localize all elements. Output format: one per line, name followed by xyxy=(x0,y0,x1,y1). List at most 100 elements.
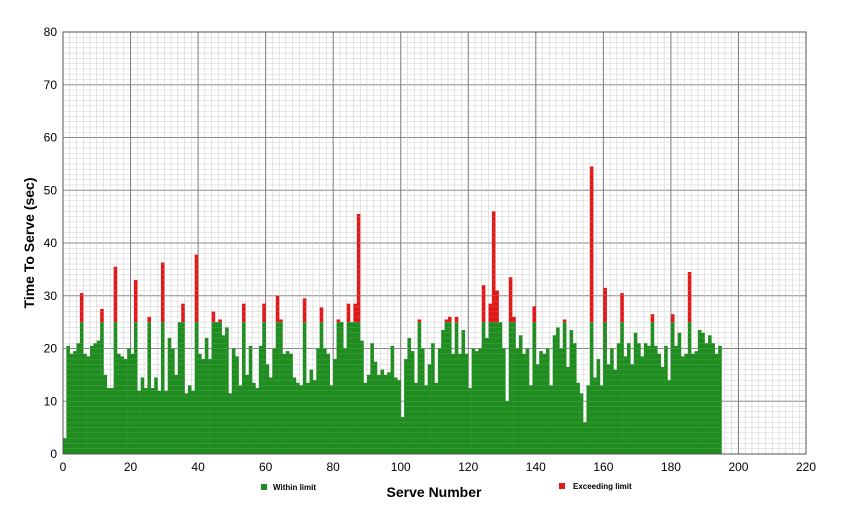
bar-within-limit xyxy=(684,353,688,454)
bar-within-limit xyxy=(390,345,395,454)
bar-within-limit xyxy=(711,343,716,454)
bar-within-limit xyxy=(225,327,229,454)
bar-within-limit xyxy=(201,359,206,454)
bar-within-limit xyxy=(674,345,678,454)
bar-within-limit xyxy=(323,348,327,454)
bar-exceeding-limit xyxy=(532,306,537,323)
bar-within-limit xyxy=(630,364,634,454)
x-axis-title: Serve Number xyxy=(387,484,482,500)
x-tick-label: 180 xyxy=(661,460,681,474)
bar-within-limit xyxy=(144,388,148,454)
bar-within-limit xyxy=(572,343,577,454)
bar-within-limit xyxy=(356,322,361,454)
bar-within-limit xyxy=(350,322,354,454)
bar-exceeding-limit xyxy=(262,303,266,323)
bar-within-limit xyxy=(96,340,101,454)
bar-exceeding-limit xyxy=(211,311,216,323)
bar-within-limit xyxy=(569,330,574,454)
bar-within-limit xyxy=(255,388,260,454)
bar-within-limit xyxy=(167,337,172,454)
bar-within-limit xyxy=(127,348,131,454)
bar-within-limit xyxy=(441,330,445,454)
bar-within-limit xyxy=(599,385,604,454)
bar-within-limit xyxy=(616,343,621,454)
bar-within-limit xyxy=(154,377,158,454)
bar-exceeding-limit xyxy=(160,262,165,323)
x-tick-label: 120 xyxy=(458,460,478,474)
y-tick-label: 20 xyxy=(44,342,58,356)
bar-within-limit xyxy=(309,369,314,454)
y-tick-label: 50 xyxy=(44,183,58,197)
bar-within-limit xyxy=(687,322,692,454)
bar-exceeding-limit xyxy=(448,316,452,323)
bar-within-limit xyxy=(505,401,509,454)
bar-within-limit xyxy=(694,351,699,454)
bar-within-limit xyxy=(187,385,192,454)
bar-exceeding-limit xyxy=(508,277,513,323)
bar-within-limit xyxy=(677,332,682,454)
bar-within-limit xyxy=(387,372,391,454)
bar-within-limit xyxy=(241,322,246,454)
bar-within-limit xyxy=(360,340,364,454)
bar-within-limit xyxy=(515,348,520,454)
bar-within-limit xyxy=(380,369,385,454)
bar-within-limit xyxy=(329,385,334,454)
bar-within-limit xyxy=(535,364,540,454)
bar-within-limit xyxy=(302,322,307,454)
bar-within-limit xyxy=(299,385,303,454)
bar-within-limit xyxy=(529,385,533,454)
bar-within-limit xyxy=(714,353,719,454)
bar-within-limit xyxy=(589,322,594,454)
bar-within-limit xyxy=(73,351,77,454)
bar-within-limit xyxy=(211,322,216,454)
bars-group xyxy=(63,37,806,454)
bar-within-limit xyxy=(627,343,631,454)
bar-within-limit xyxy=(667,380,672,454)
bar-exceeding-limit xyxy=(444,319,449,323)
bar-exceeding-limit xyxy=(512,316,516,323)
legend: Within limit Exceeding limit xyxy=(261,482,632,492)
bar-within-limit xyxy=(93,343,97,454)
bar-within-limit xyxy=(647,345,651,454)
bar-within-limit xyxy=(262,322,266,454)
bar-within-limit xyxy=(448,322,452,454)
bar-within-limit xyxy=(157,390,162,454)
bar-within-limit xyxy=(566,366,570,454)
x-tick-label: 200 xyxy=(728,460,748,474)
bar-within-limit xyxy=(522,353,526,454)
bar-within-limit xyxy=(681,356,685,454)
bar-within-limit xyxy=(417,322,422,454)
bar-within-limit xyxy=(248,345,253,454)
bar-exceeding-limit xyxy=(603,287,607,323)
bar-within-limit xyxy=(204,337,209,454)
bar-within-limit xyxy=(593,377,597,454)
bar-within-limit xyxy=(177,322,182,454)
bar-within-limit xyxy=(532,322,537,454)
bar-within-limit xyxy=(150,388,155,454)
y-tick-label: 80 xyxy=(44,25,58,39)
bar-within-limit xyxy=(120,356,124,454)
bar-exceeding-limit xyxy=(562,319,567,323)
bar-within-limit xyxy=(363,382,368,454)
bar-exceeding-limit xyxy=(194,254,199,323)
y-axis-ticks: 0 10 20 30 40 50 60 70 80 xyxy=(44,25,58,461)
bar-within-limit xyxy=(235,356,239,454)
bar-within-limit xyxy=(258,345,263,454)
bar-within-limit xyxy=(498,322,503,454)
bar-within-limit xyxy=(171,348,175,454)
bar-within-limit xyxy=(664,345,668,454)
y-tick-label: 30 xyxy=(44,289,58,303)
bar-within-limit xyxy=(137,390,141,454)
bar-within-limit xyxy=(103,374,108,454)
bar-within-limit xyxy=(289,353,293,454)
bar-within-limit xyxy=(133,322,138,454)
bar-within-limit xyxy=(312,380,317,454)
bar-within-limit xyxy=(708,335,712,454)
bar-within-limit xyxy=(559,348,564,454)
bar-within-limit xyxy=(485,337,489,454)
bar-exceeding-limit xyxy=(336,319,341,323)
bar-within-limit xyxy=(336,322,341,454)
bar-exceeding-limit xyxy=(589,166,594,323)
bar-exceeding-limit xyxy=(241,303,246,323)
